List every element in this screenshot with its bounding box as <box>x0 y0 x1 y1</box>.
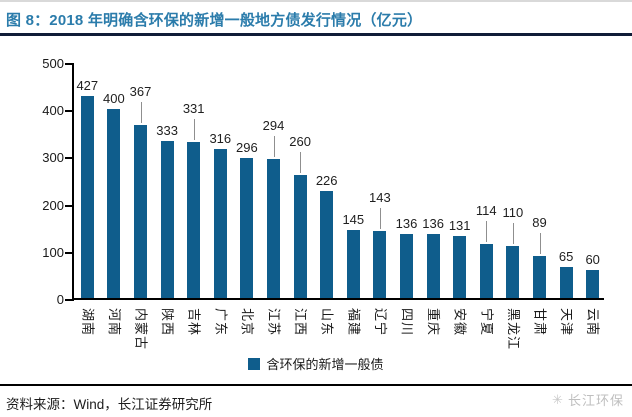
x-axis-tick-label: 黑龙江 <box>505 308 521 351</box>
legend-label: 含环保的新增一般债 <box>266 357 384 372</box>
x-axis-tick-label: 江苏 <box>266 308 282 337</box>
bar <box>160 141 174 298</box>
bar-value-label: 226 <box>315 173 338 188</box>
bar-value-label: 296 <box>236 140 258 155</box>
y-axis-tick-mark <box>65 63 74 65</box>
x-axis-tick-label: 内蒙古 <box>133 308 149 351</box>
bar <box>453 236 467 298</box>
y-axis-tick-mark <box>65 204 74 207</box>
bar-value-label: 89 <box>532 215 547 230</box>
bar-value-label: 400 <box>103 91 125 106</box>
y-axis-tick-mark <box>65 110 74 113</box>
leader-line <box>539 233 541 254</box>
bar-value-label: 260 <box>289 134 311 149</box>
y-axis-tick-label: 0 <box>56 292 64 307</box>
bar-value-label: 294 <box>262 118 285 133</box>
bar <box>213 149 227 298</box>
bar <box>134 125 147 298</box>
y-axis-tick-mark <box>65 251 74 254</box>
bar <box>187 142 201 298</box>
brand-watermark: ✳ 长江环保 <box>552 390 624 409</box>
leader-line <box>273 136 275 157</box>
bar <box>267 159 280 298</box>
x-axis-tick-label: 四川 <box>399 308 415 337</box>
y-axis-tick-mark <box>65 299 74 301</box>
bar <box>320 191 334 298</box>
x-axis-tick-label: 陕西 <box>160 308 176 337</box>
bar <box>426 234 440 298</box>
leader-line <box>193 119 195 140</box>
x-axis-tick-label: 山东 <box>319 308 335 337</box>
x-axis-tick-label: 湖南 <box>80 308 96 337</box>
x-axis-tick-label: 北京 <box>239 308 255 337</box>
footer-divider <box>0 384 632 386</box>
bar <box>373 231 387 298</box>
x-axis-tick-label: 安徽 <box>452 308 468 337</box>
bar <box>107 109 121 298</box>
leader-line <box>486 221 488 242</box>
bar-value-label: 131 <box>448 218 471 233</box>
leader-line <box>140 102 142 123</box>
leader-line <box>300 152 302 173</box>
bar-value-label: 316 <box>209 131 232 146</box>
bar <box>240 158 254 298</box>
bar <box>586 270 600 298</box>
bar-value-label: 65 <box>558 249 574 264</box>
legend: 含环保的新增一般债 <box>0 354 632 373</box>
x-axis-tick-label: 宁夏 <box>479 308 495 337</box>
y-axis-tick-mark <box>65 157 74 160</box>
x-axis-tick-label: 重庆 <box>426 308 442 337</box>
y-axis-tick-label: 400 <box>42 103 64 119</box>
bar <box>400 234 413 298</box>
bar-value-label: 60 <box>585 252 600 267</box>
bar-value-label: 145 <box>342 212 365 227</box>
bar-value-label: 333 <box>156 123 178 138</box>
title-divider <box>0 33 632 36</box>
bar-value-label: 367 <box>129 84 152 99</box>
source-note: 资料来源：Wind，长江证券研究所 <box>6 397 213 412</box>
bar-value-label: 136 <box>422 216 444 231</box>
bar-value-label: 331 <box>182 101 205 116</box>
bar <box>559 267 573 298</box>
x-axis-tick-label: 甘肃 <box>532 308 548 337</box>
leader-line <box>512 223 514 244</box>
bar <box>293 175 307 298</box>
brand-name: 长江环保 <box>567 393 624 408</box>
bar <box>533 256 546 298</box>
leader-line <box>379 208 381 229</box>
bar <box>506 246 520 298</box>
x-axis-tick-label: 广东 <box>213 308 229 337</box>
x-axis-tick-label: 吉林 <box>186 308 202 337</box>
y-axis-tick-label: 500 <box>42 56 64 71</box>
bar-value-label: 136 <box>395 216 418 231</box>
y-axis-tick-label: 200 <box>42 197 64 213</box>
bar <box>479 244 493 298</box>
x-axis-tick-label: 江西 <box>293 308 309 337</box>
bar-value-label: 427 <box>76 78 99 93</box>
x-axis-tick-label: 云南 <box>585 308 601 337</box>
bar <box>346 230 360 298</box>
bar-value-label: 110 <box>502 205 524 220</box>
bar-value-label: 143 <box>369 190 391 205</box>
bar-value-label: 114 <box>475 203 497 218</box>
bar <box>80 96 94 298</box>
y-axis-tick-label: 300 <box>42 150 64 166</box>
x-axis-tick-label: 天津 <box>559 308 575 337</box>
x-axis-tick-label: 河南 <box>106 308 122 337</box>
legend-swatch <box>248 357 261 370</box>
brand-logo-icon: ✳ <box>552 391 564 407</box>
y-axis-tick-label: 100 <box>42 244 64 260</box>
x-axis-tick-label: 辽宁 <box>372 308 388 337</box>
figure-title: 图 8：2018 年明确含环保的新增一般地方债发行情况（亿元） <box>6 12 423 29</box>
x-axis-tick-label: 福建 <box>346 308 362 337</box>
plot-area: 427 湖南 400 河南 367 内蒙古 333 陕西 331 吉林 316 广东 296 北京 294 江… <box>65 63 604 350</box>
